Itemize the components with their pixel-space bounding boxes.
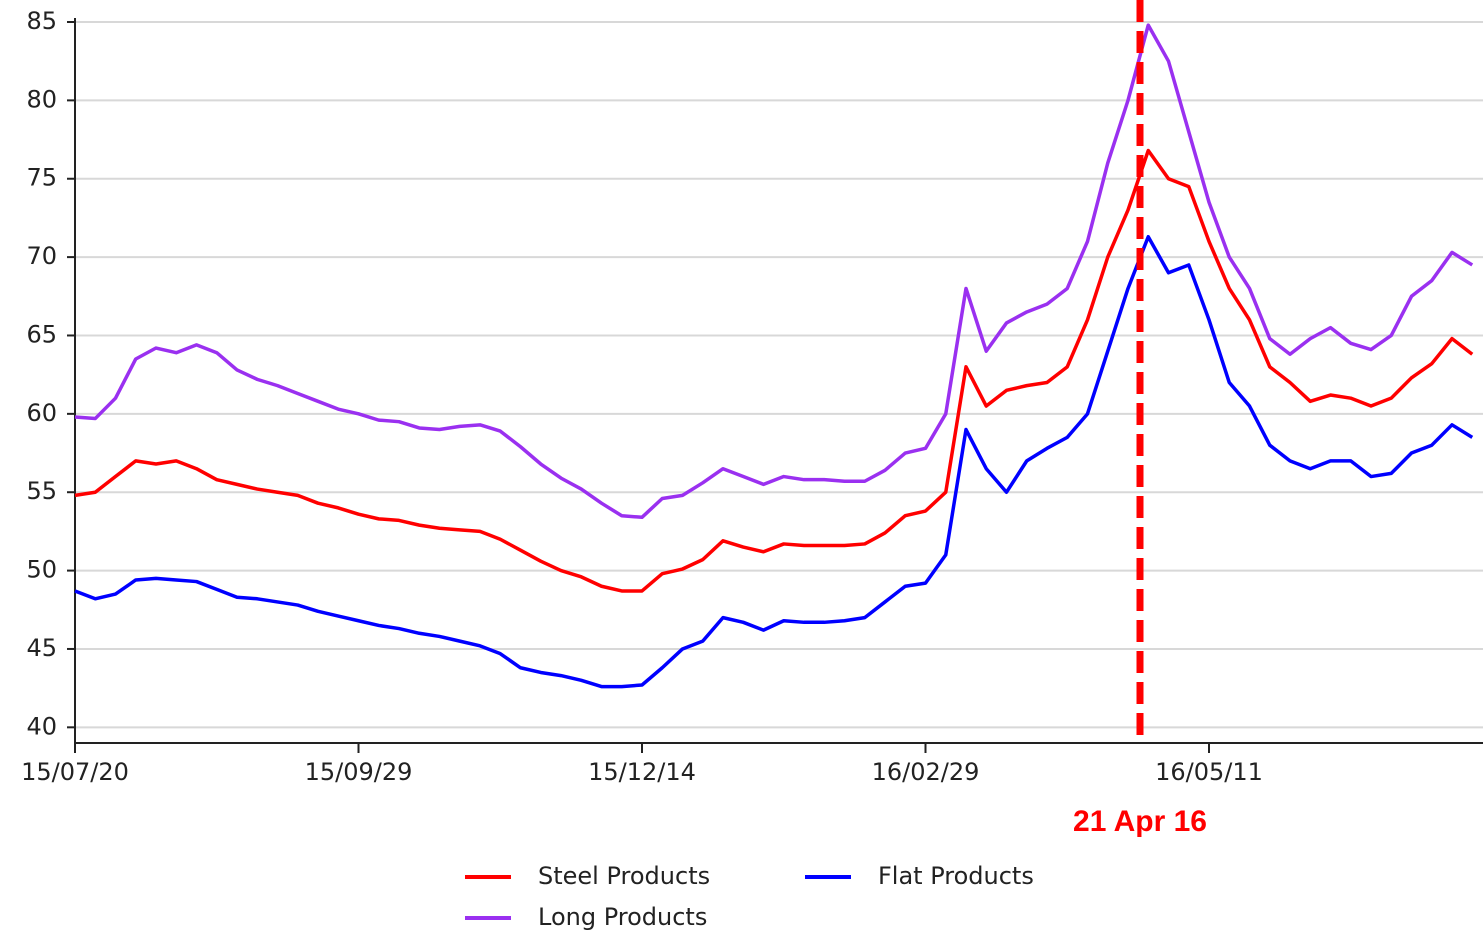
y-tick-label: 85: [26, 7, 57, 35]
y-tick-label: 60: [26, 399, 57, 427]
x-tick-label: 15/07/20: [21, 758, 129, 786]
x-tick-label: 15/09/29: [305, 758, 413, 786]
y-tick-label: 65: [26, 320, 57, 348]
x-tick-label: 15/12/14: [588, 758, 696, 786]
series-line: [74, 23, 1474, 520]
legend-label: Long Products: [538, 903, 707, 931]
x-tick-label: 16/05/11: [1155, 758, 1263, 786]
y-tick-label: 50: [26, 556, 57, 584]
series-line: [74, 148, 1474, 593]
y-tick-label: 45: [26, 634, 57, 662]
y-tick-label: 75: [26, 164, 57, 192]
annotation-label: 21 Apr 16: [1073, 805, 1207, 838]
series-line: [74, 234, 1474, 689]
y-tick-label: 80: [26, 85, 57, 113]
y-tick-label: 40: [26, 712, 57, 740]
y-tick-label: 55: [26, 477, 57, 505]
x-tick-label: 16/02/29: [872, 758, 980, 786]
legend-label: Flat Products: [878, 862, 1034, 890]
y-tick-label: 70: [26, 242, 57, 270]
legend-label: Steel Products: [538, 862, 710, 890]
